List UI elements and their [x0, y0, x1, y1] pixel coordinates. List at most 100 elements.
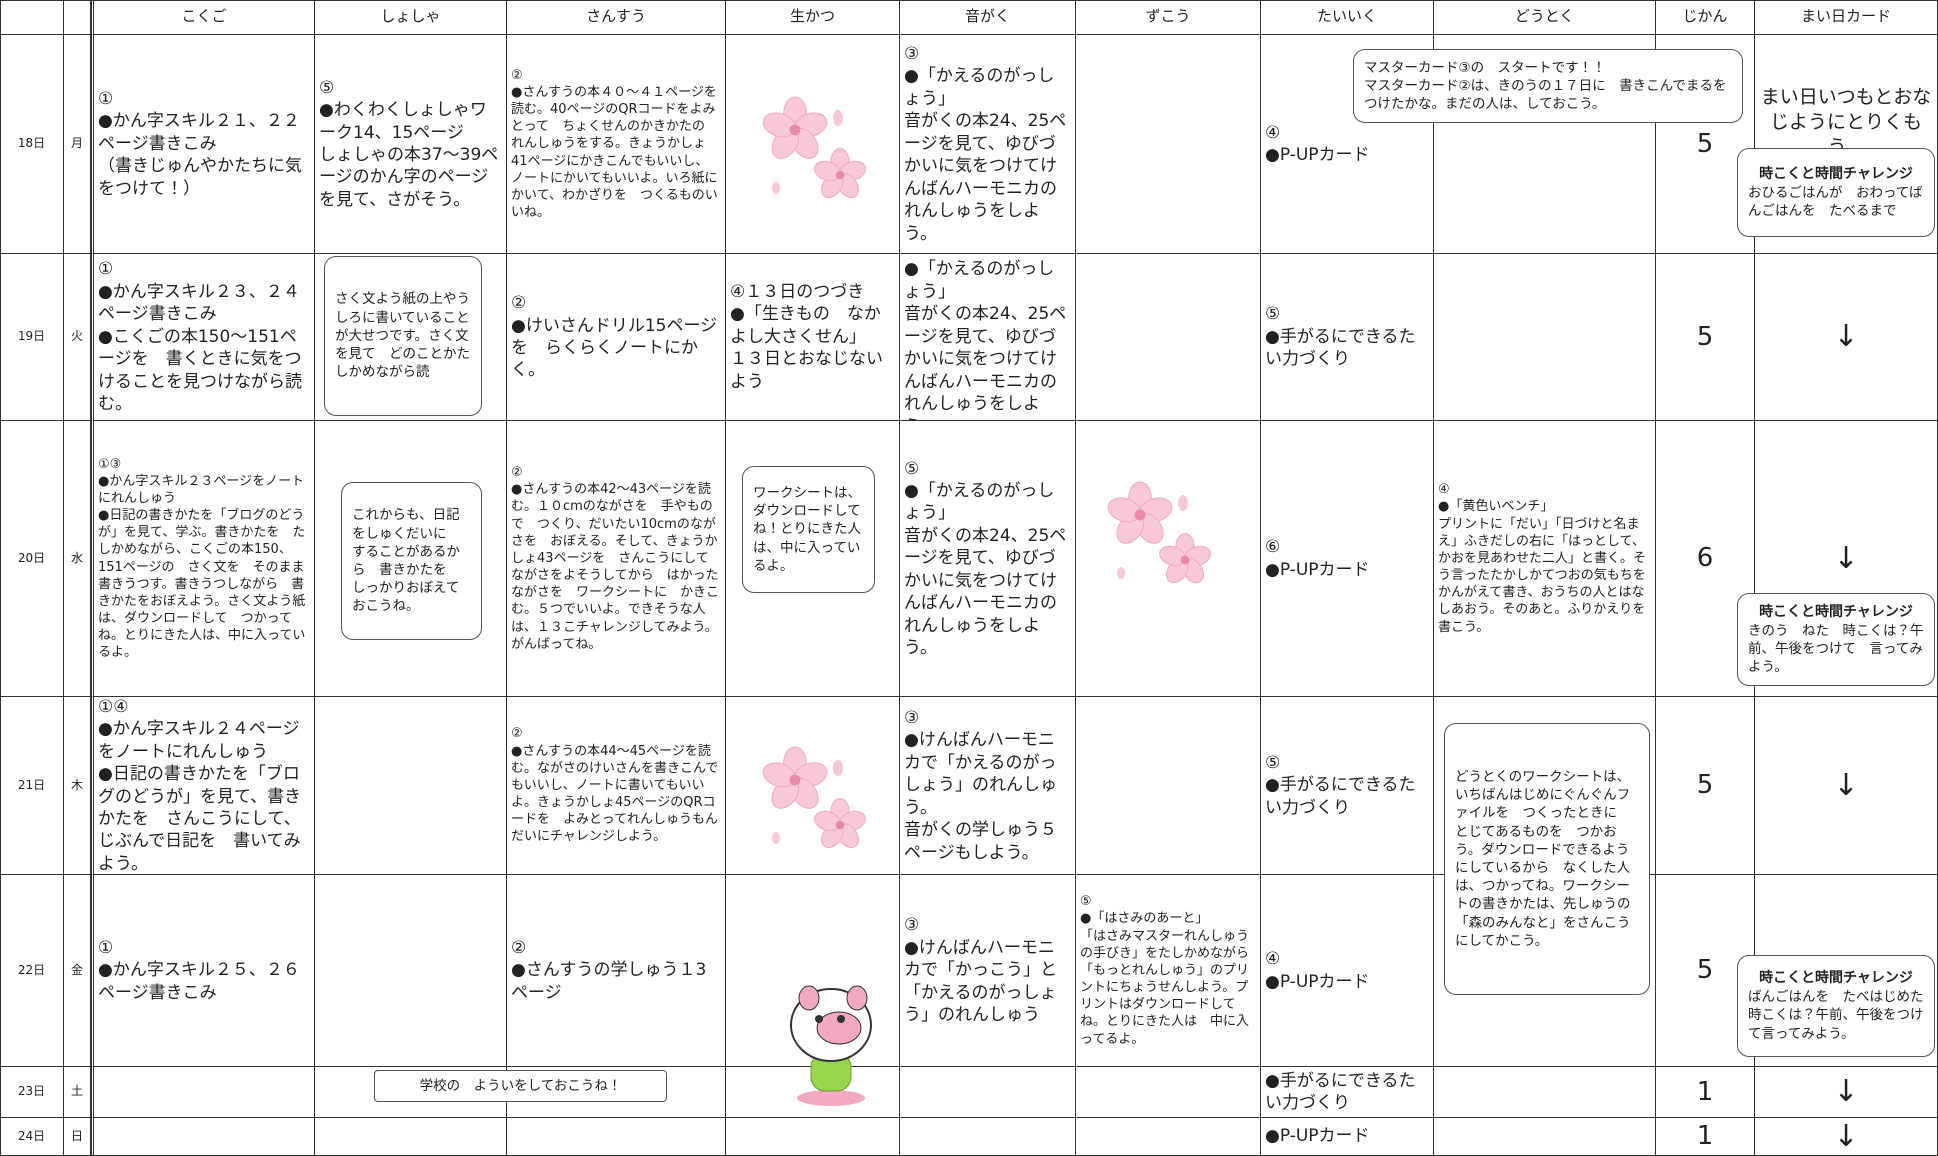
speech-bubble: 時こくと時間チャレンジばんごはんを たべはじめた時こくは？午前、午後をつけて言っ…: [1737, 955, 1935, 1057]
blossom: [762, 96, 866, 199]
subject-cell: ② ●さんすうの本42～43ページを読む。１０cmのながさを 手やもので つくり…: [507, 421, 726, 697]
bubble-text: きのう ねた 時こくは？午前、午後をつけて 言ってみよう。: [1748, 622, 1924, 676]
date-cell: 22日: [0, 875, 64, 1067]
date-cell: 18日: [0, 35, 64, 254]
header-cell: まい日カード: [1755, 0, 1938, 35]
subject-cell: ① ●かん字スキル２５、２６ページ書きこみ: [91, 875, 315, 1067]
hours-cell: 1: [1656, 1118, 1755, 1156]
subject-cell: ⑤ ●「はさみのあーと」 「はさみマスターれんしゅうの手びき」をたしかめながら …: [1076, 875, 1261, 1067]
bubble-text: ばんごはんを たべはじめた時こくは？午前、午後をつけて言ってみよう。: [1748, 989, 1924, 1042]
subject-cell: ④ ●「黄色いベンチ」 プリントに「だい」「日づけと名まえ」ふきだしの右に「はっ…: [1434, 421, 1656, 697]
subject-cell: [1076, 35, 1261, 254]
subject-cell: ⑤ ●「かえるのがっしょう」 音がくの本24、25ページを見て、ゆびづかいに気を…: [900, 421, 1076, 697]
bubble-text: 学校の よういをしておこうね！: [419, 1077, 622, 1094]
speech-bubble: 時こくと時間チャレンジおひるごはんが おわってばんごはんを たべるまで: [1737, 148, 1935, 237]
subject-cell: [726, 421, 900, 697]
subject-cell: [507, 1067, 726, 1118]
subject-cell: ③ ●「かえるのがっしょう」 音がくの本24、25ページを見て、ゆびづかいに気を…: [900, 35, 1076, 254]
header-cell: 生かつ: [726, 0, 900, 35]
subject-cell: [726, 697, 900, 875]
subject-cell: [1076, 421, 1261, 697]
hours-cell: 5: [1656, 697, 1755, 875]
bubble-text: ワークシートは、ダウンロードしてね！とりにきた人は、中に入っているよ。: [753, 484, 861, 574]
subject-cell: ⑤ ●手がるにできるたい力づくり: [1261, 697, 1434, 875]
daily-card-cell: ↓: [1755, 1118, 1938, 1156]
hours-cell: 1: [1656, 1067, 1755, 1118]
subject-cell: [1076, 1067, 1261, 1118]
subject-cell: [900, 1067, 1076, 1118]
subject-cell: ③ ●「かえるのがっしょう」 音がくの本24、25ページを見て、ゆびづかいに気を…: [900, 254, 1076, 421]
date-cell: 20日: [0, 421, 64, 697]
subject-cell: [315, 875, 507, 1067]
subject-cell: [315, 421, 507, 697]
subject-cell: [1076, 1118, 1261, 1156]
subject-cell: [1434, 254, 1656, 421]
weekday-cell: 日: [64, 1118, 91, 1156]
subject-cell: ② ●けいさんドリル15ページを らくらくノートにかく。: [507, 254, 726, 421]
subject-cell: ⑤ ●手がるにできるたい力づくり: [1261, 254, 1434, 421]
subject-cell: [1434, 1067, 1656, 1118]
weekday-cell: 火: [64, 254, 91, 421]
bubble-title: 時こくと時間チャレンジ: [1759, 970, 1913, 987]
subject-cell: ●P-UPカード: [1261, 1118, 1434, 1156]
header-cell: どうとく: [1434, 0, 1656, 35]
subject-cell: [900, 1118, 1076, 1156]
subject-cell: [91, 1067, 315, 1118]
speech-bubble: これからも、日記をしゅくだいに することがあるから 書きかたを しっかりおぼえて…: [341, 482, 482, 640]
subject-cell: [726, 35, 900, 254]
date-cell: 21日: [0, 697, 64, 875]
weekday-cell: 金: [64, 875, 91, 1067]
bubble-text: どうとくのワークシートは、いちばんはじめにぐんぐんファイルを つくったときに と…: [1455, 768, 1631, 949]
speech-bubble: マスターカード③の スタートです！！ マスターカード②は、きのうの１７日に 書き…: [1353, 49, 1743, 123]
bubble-title: 時こくと時間チャレンジ: [1759, 165, 1913, 182]
subject-cell: [1076, 254, 1261, 421]
subject-cell: ③ ●けんばんハーモニカで「かえるのがっしょう」のれんしゅう。 音がくの学しゅう…: [900, 697, 1076, 875]
subject-cell: [726, 1067, 900, 1118]
speech-bubble: 学校の よういをしておこうね！: [374, 1070, 667, 1102]
subject-cell: [91, 1118, 315, 1156]
daily-card-cell: ↓: [1755, 1067, 1938, 1118]
blossom: [1107, 481, 1211, 584]
subject-cell: ⑥ ●P-UPカード: [1261, 421, 1434, 697]
header-cell: [64, 0, 91, 35]
subject-cell: [726, 1118, 900, 1156]
subject-cell: ④ ●P-UPカード: [1261, 875, 1434, 1067]
subject-cell: ② ●さんすうの本４０～４１ページを読む。40ページのQRコードをよみとって ち…: [507, 35, 726, 254]
header-cell: しょしゃ: [315, 0, 507, 35]
subject-cell: ① ●かん字スキル２３、２４ページ書きこみ ●こくごの本150～151ページを …: [91, 254, 315, 421]
hours-cell: 5: [1656, 254, 1755, 421]
bubble-text: これからも、日記をしゅくだいに することがあるから 書きかたを しっかりおぼえて…: [352, 507, 460, 615]
date-cell: 24日: [0, 1118, 64, 1156]
subject-cell: ② ●さんすうの本44～45ページを読む。ながさのけいさんを書きこんでもいいし、…: [507, 697, 726, 875]
bubble-text: マスターカード③の スタートです！！ マスターカード②は、きのうの１７日に 書き…: [1364, 59, 1727, 113]
subject-cell: ① ●かん字スキル２１、２２ページ書きこみ （書きじゅんやかたちに気をつけて！）: [91, 35, 315, 254]
subject-cell: ④ ●P-UPカード: [1261, 35, 1434, 254]
header-cell: [0, 0, 64, 35]
mascot: [790, 985, 872, 1106]
subject-cell: ③ ●けんばんハーモニカで「かっこう」と「かえるのがっしょう」のれんしゅう: [900, 875, 1076, 1067]
date-cell: 23日: [0, 1067, 64, 1118]
date-cell: 19日: [0, 254, 64, 421]
header-cell: さんすう: [507, 0, 726, 35]
subject-cell: ●手がるにできるたい力づくり: [1261, 1067, 1434, 1118]
weekday-cell: 木: [64, 697, 91, 875]
subject-cell: [1434, 875, 1656, 1067]
subject-cell: [315, 697, 507, 875]
daily-card-cell: まい日いつもとおなじようにとりくもう。: [1755, 35, 1938, 254]
subject-cell: [315, 254, 507, 421]
subject-cell: ② ●さんすうの学しゅう１3ページ: [507, 875, 726, 1067]
speech-bubble: どうとくのワークシートは、いちばんはじめにぐんぐんファイルを つくったときに と…: [1444, 723, 1650, 995]
bubble-text: おひるごはんが おわってばんごはんを たべるまで: [1748, 184, 1923, 219]
subject-cell: [1076, 697, 1261, 875]
subject-cell: [507, 1118, 726, 1156]
header-cell: たいいく: [1261, 0, 1434, 35]
speech-bubble: ワークシートは、ダウンロードしてね！とりにきた人は、中に入っているよ。: [742, 466, 875, 593]
daily-card-cell: ↓: [1755, 254, 1938, 421]
hours-cell: 5: [1656, 35, 1755, 254]
bubble-title: 時こくと時間チャレンジ: [1759, 603, 1913, 620]
speech-bubble: 時こくと時間チャレンジきのう ねた 時こくは？午前、午後をつけて 言ってみよう。: [1737, 593, 1935, 686]
speech-bubble: さく文よう紙の上やうしろに書いていることが大せつです。さく文を見て どのことかた…: [324, 256, 482, 416]
weekday-cell: 月: [64, 35, 91, 254]
subject-cell: [315, 1118, 507, 1156]
